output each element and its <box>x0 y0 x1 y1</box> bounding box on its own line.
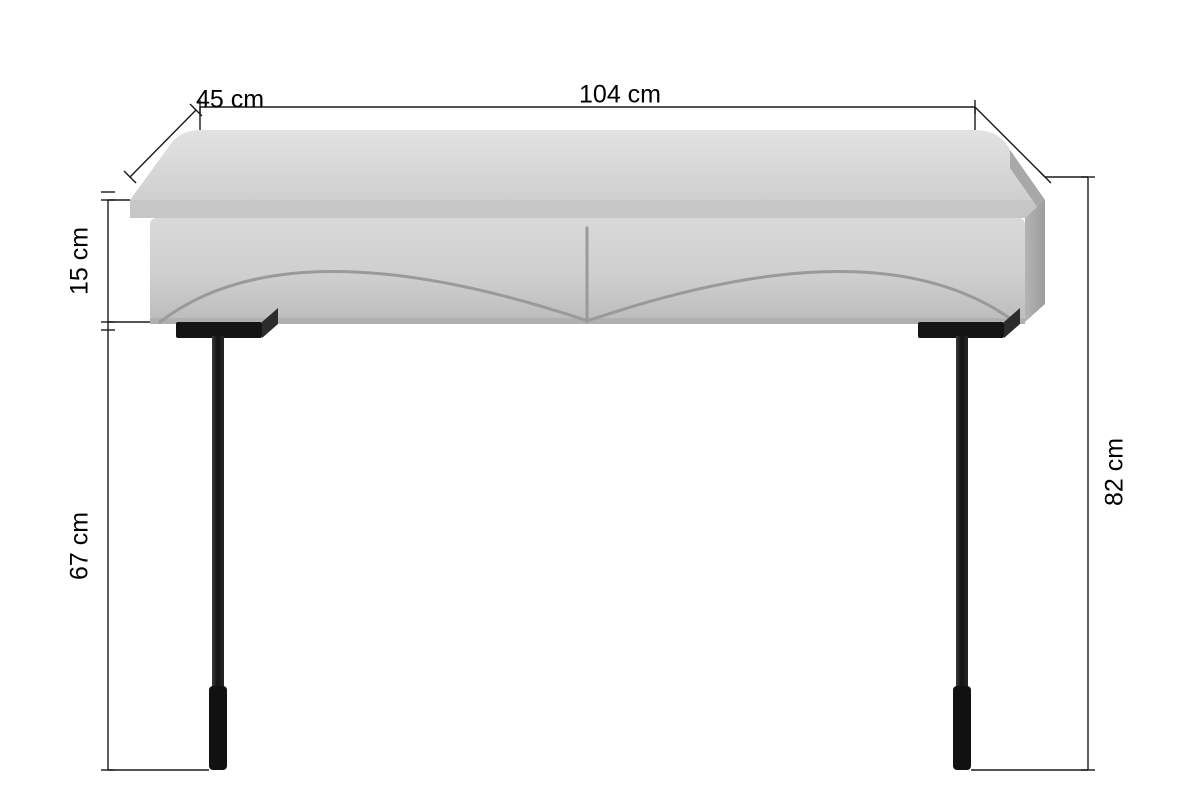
dim-label-drawer-h: 15 cm <box>66 227 95 295</box>
body-right-side <box>1025 200 1045 322</box>
legs <box>176 308 1020 770</box>
dim-leg-h <box>101 322 209 770</box>
furniture-dimension-figure: 45 cm 104 cm 15 cm 67 cm 82 cm <box>0 0 1200 800</box>
dim-label-total-h: 82 cm <box>1101 438 1130 506</box>
leg-left <box>176 308 278 770</box>
dim-label-width: 104 cm <box>579 81 661 110</box>
leg-right <box>918 308 1020 770</box>
dim-label-depth: 45 cm <box>196 86 264 115</box>
tabletop-surface <box>130 130 1045 200</box>
dim-label-leg-h: 67 cm <box>66 512 95 580</box>
console-table <box>130 130 1045 324</box>
drawing-svg <box>0 0 1200 800</box>
tabletop-front-edge <box>130 200 1045 218</box>
